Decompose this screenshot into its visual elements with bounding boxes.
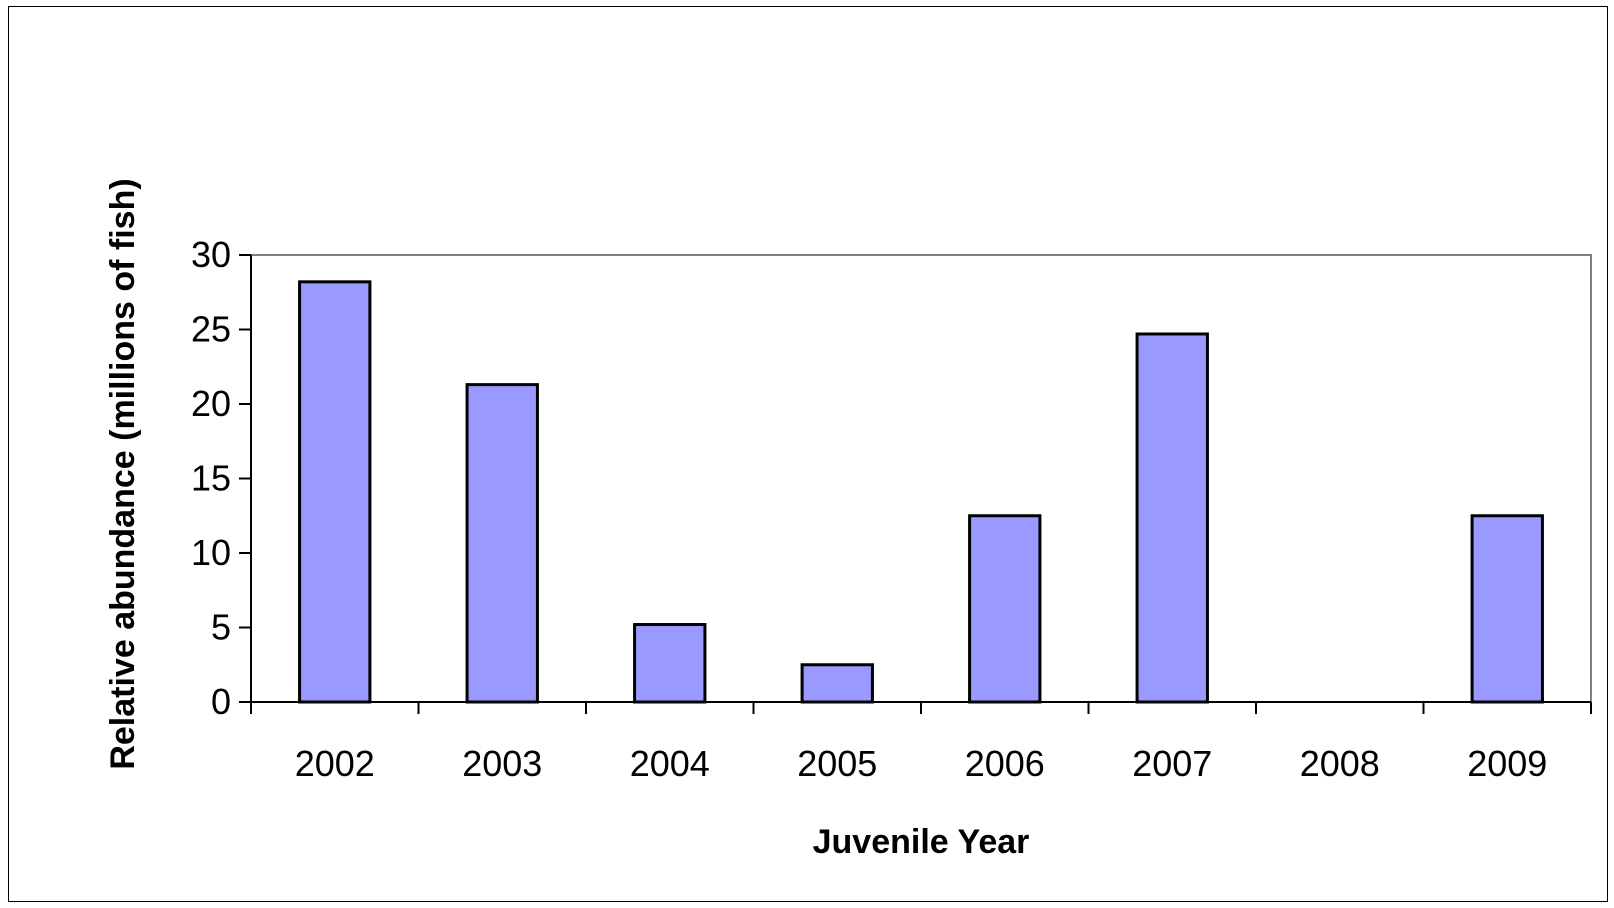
x-axis-title: Juvenile Year xyxy=(813,823,1030,861)
bar-2006 xyxy=(968,514,1042,704)
x-tick-label-2003: 2003 xyxy=(462,743,542,784)
bar-2003 xyxy=(465,383,539,704)
x-tick-label-2006: 2006 xyxy=(965,743,1045,784)
y-axis-title: Relative abundance (millions of fish) xyxy=(104,178,142,769)
axis-layer xyxy=(239,254,1592,714)
bar-2007 xyxy=(1135,332,1209,704)
x-tick-label-2008: 2008 xyxy=(1300,743,1380,784)
y-tick-label-25: 25 xyxy=(191,309,231,350)
bars-layer xyxy=(298,280,1544,704)
y-tick-label-10: 10 xyxy=(191,532,231,573)
x-tick-label-2007: 2007 xyxy=(1132,743,1212,784)
y-tick-label-5: 5 xyxy=(211,607,231,648)
labels-layer: 0 5 10 15 20 25 30 2002 2003 2004 2005 2006 2007 2008… xyxy=(191,234,1547,784)
bar-2009 xyxy=(1470,514,1544,704)
plot-area xyxy=(250,254,1592,703)
x-tick-label-2009: 2009 xyxy=(1467,743,1547,784)
bar-2002 xyxy=(298,280,372,704)
bar-2004 xyxy=(633,623,707,704)
x-tick-label-2005: 2005 xyxy=(797,743,877,784)
x-tick-label-2002: 2002 xyxy=(295,743,375,784)
y-tick-label-30: 30 xyxy=(191,234,231,275)
x-tick-label-2004: 2004 xyxy=(630,743,710,784)
y-tick-label-15: 15 xyxy=(191,458,231,499)
bar-2005 xyxy=(800,663,874,704)
y-tick-label-0: 0 xyxy=(211,681,231,722)
y-tick-label-20: 20 xyxy=(191,383,231,424)
